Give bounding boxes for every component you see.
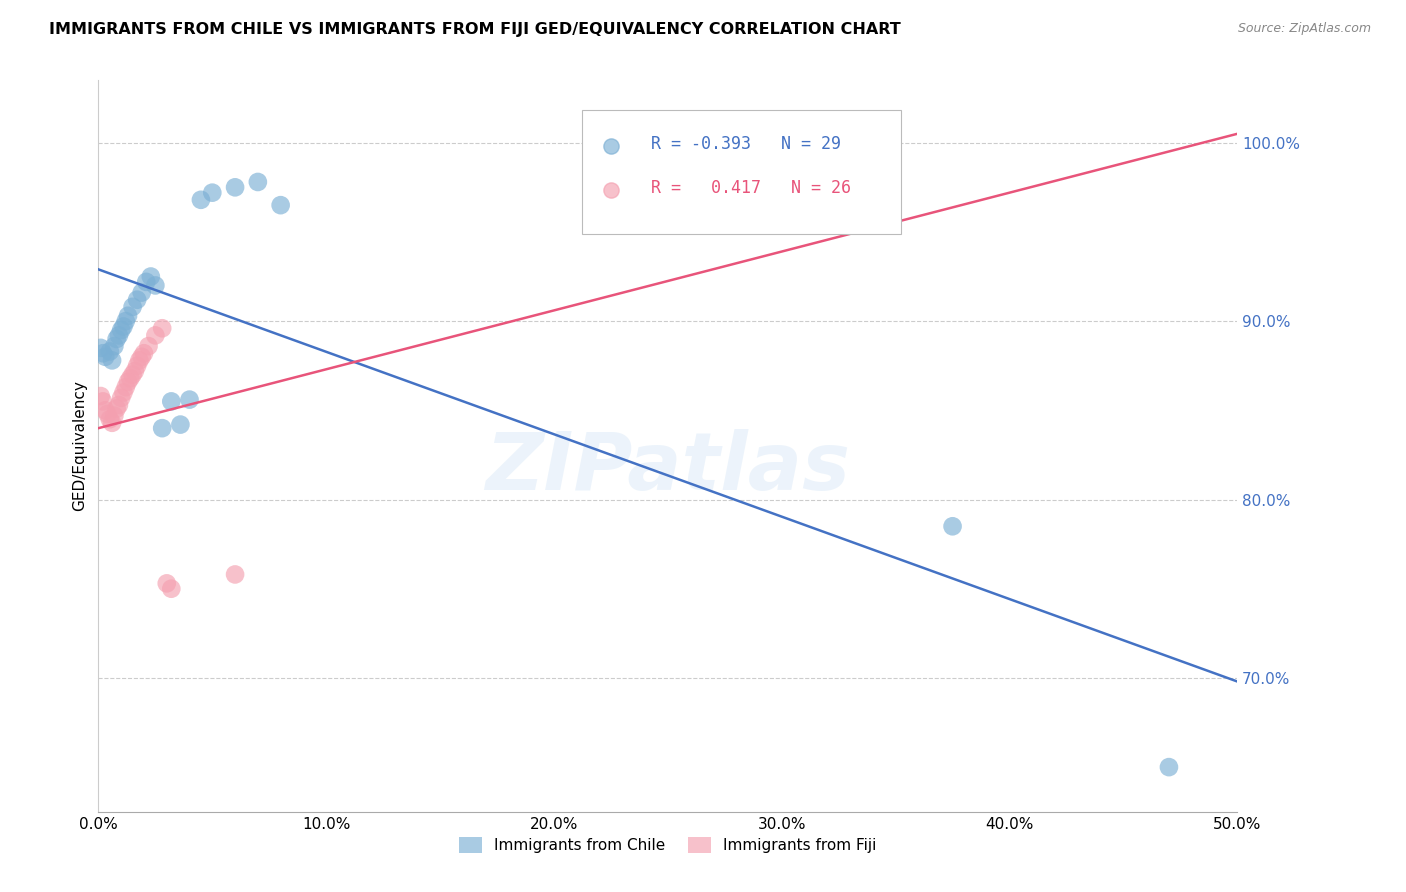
Point <box>110 391 132 405</box>
Point <box>150 321 173 335</box>
Text: R = -0.393   N = 29: R = -0.393 N = 29 <box>651 135 841 153</box>
Point <box>103 409 125 423</box>
Point <box>121 368 143 382</box>
Point <box>121 300 143 314</box>
Point <box>942 519 965 533</box>
Point <box>90 389 112 403</box>
Point <box>156 576 179 591</box>
Point <box>145 278 167 293</box>
Point <box>127 293 149 307</box>
Point <box>105 401 128 416</box>
Point <box>91 394 114 409</box>
Point <box>246 175 269 189</box>
FancyBboxPatch shape <box>582 110 901 234</box>
Point <box>90 341 112 355</box>
Point <box>145 328 167 343</box>
Point <box>108 328 131 343</box>
Point <box>117 309 139 323</box>
Point <box>1157 760 1180 774</box>
Point <box>131 350 153 364</box>
Text: ZIPatlas: ZIPatlas <box>485 429 851 507</box>
Point <box>160 582 183 596</box>
Point <box>96 407 118 421</box>
Legend: Immigrants from Chile, Immigrants from Fiji: Immigrants from Chile, Immigrants from F… <box>453 830 883 859</box>
Text: Source: ZipAtlas.com: Source: ZipAtlas.com <box>1237 22 1371 36</box>
Point <box>160 394 183 409</box>
Point <box>91 346 114 360</box>
Point <box>224 180 246 194</box>
Point <box>117 375 139 389</box>
Point <box>103 339 125 353</box>
Point <box>190 193 212 207</box>
Point <box>98 344 121 359</box>
Point <box>135 275 157 289</box>
Point <box>110 323 132 337</box>
Point <box>169 417 191 432</box>
Point <box>179 392 201 407</box>
Point <box>114 314 136 328</box>
Point <box>94 350 117 364</box>
Point <box>132 346 155 360</box>
Point <box>94 403 117 417</box>
Text: IMMIGRANTS FROM CHILE VS IMMIGRANTS FROM FIJI GED/EQUIVALENCY CORRELATION CHART: IMMIGRANTS FROM CHILE VS IMMIGRANTS FROM… <box>49 22 901 37</box>
Point <box>105 332 128 346</box>
Point <box>101 416 124 430</box>
Point <box>138 339 160 353</box>
Point <box>108 398 131 412</box>
Point <box>127 359 149 373</box>
Point <box>112 319 135 334</box>
Point <box>139 269 162 284</box>
Text: R =   0.417   N = 26: R = 0.417 N = 26 <box>651 178 851 197</box>
Point <box>98 412 121 426</box>
Point <box>150 421 173 435</box>
Point <box>201 186 224 200</box>
Y-axis label: GED/Equivalency: GED/Equivalency <box>72 381 87 511</box>
Point <box>224 567 246 582</box>
Point <box>112 385 135 400</box>
Point <box>101 353 124 368</box>
Point <box>131 285 153 300</box>
Point <box>270 198 292 212</box>
Point <box>128 353 150 368</box>
Point <box>114 380 136 394</box>
Point <box>124 364 146 378</box>
Point <box>120 371 142 385</box>
